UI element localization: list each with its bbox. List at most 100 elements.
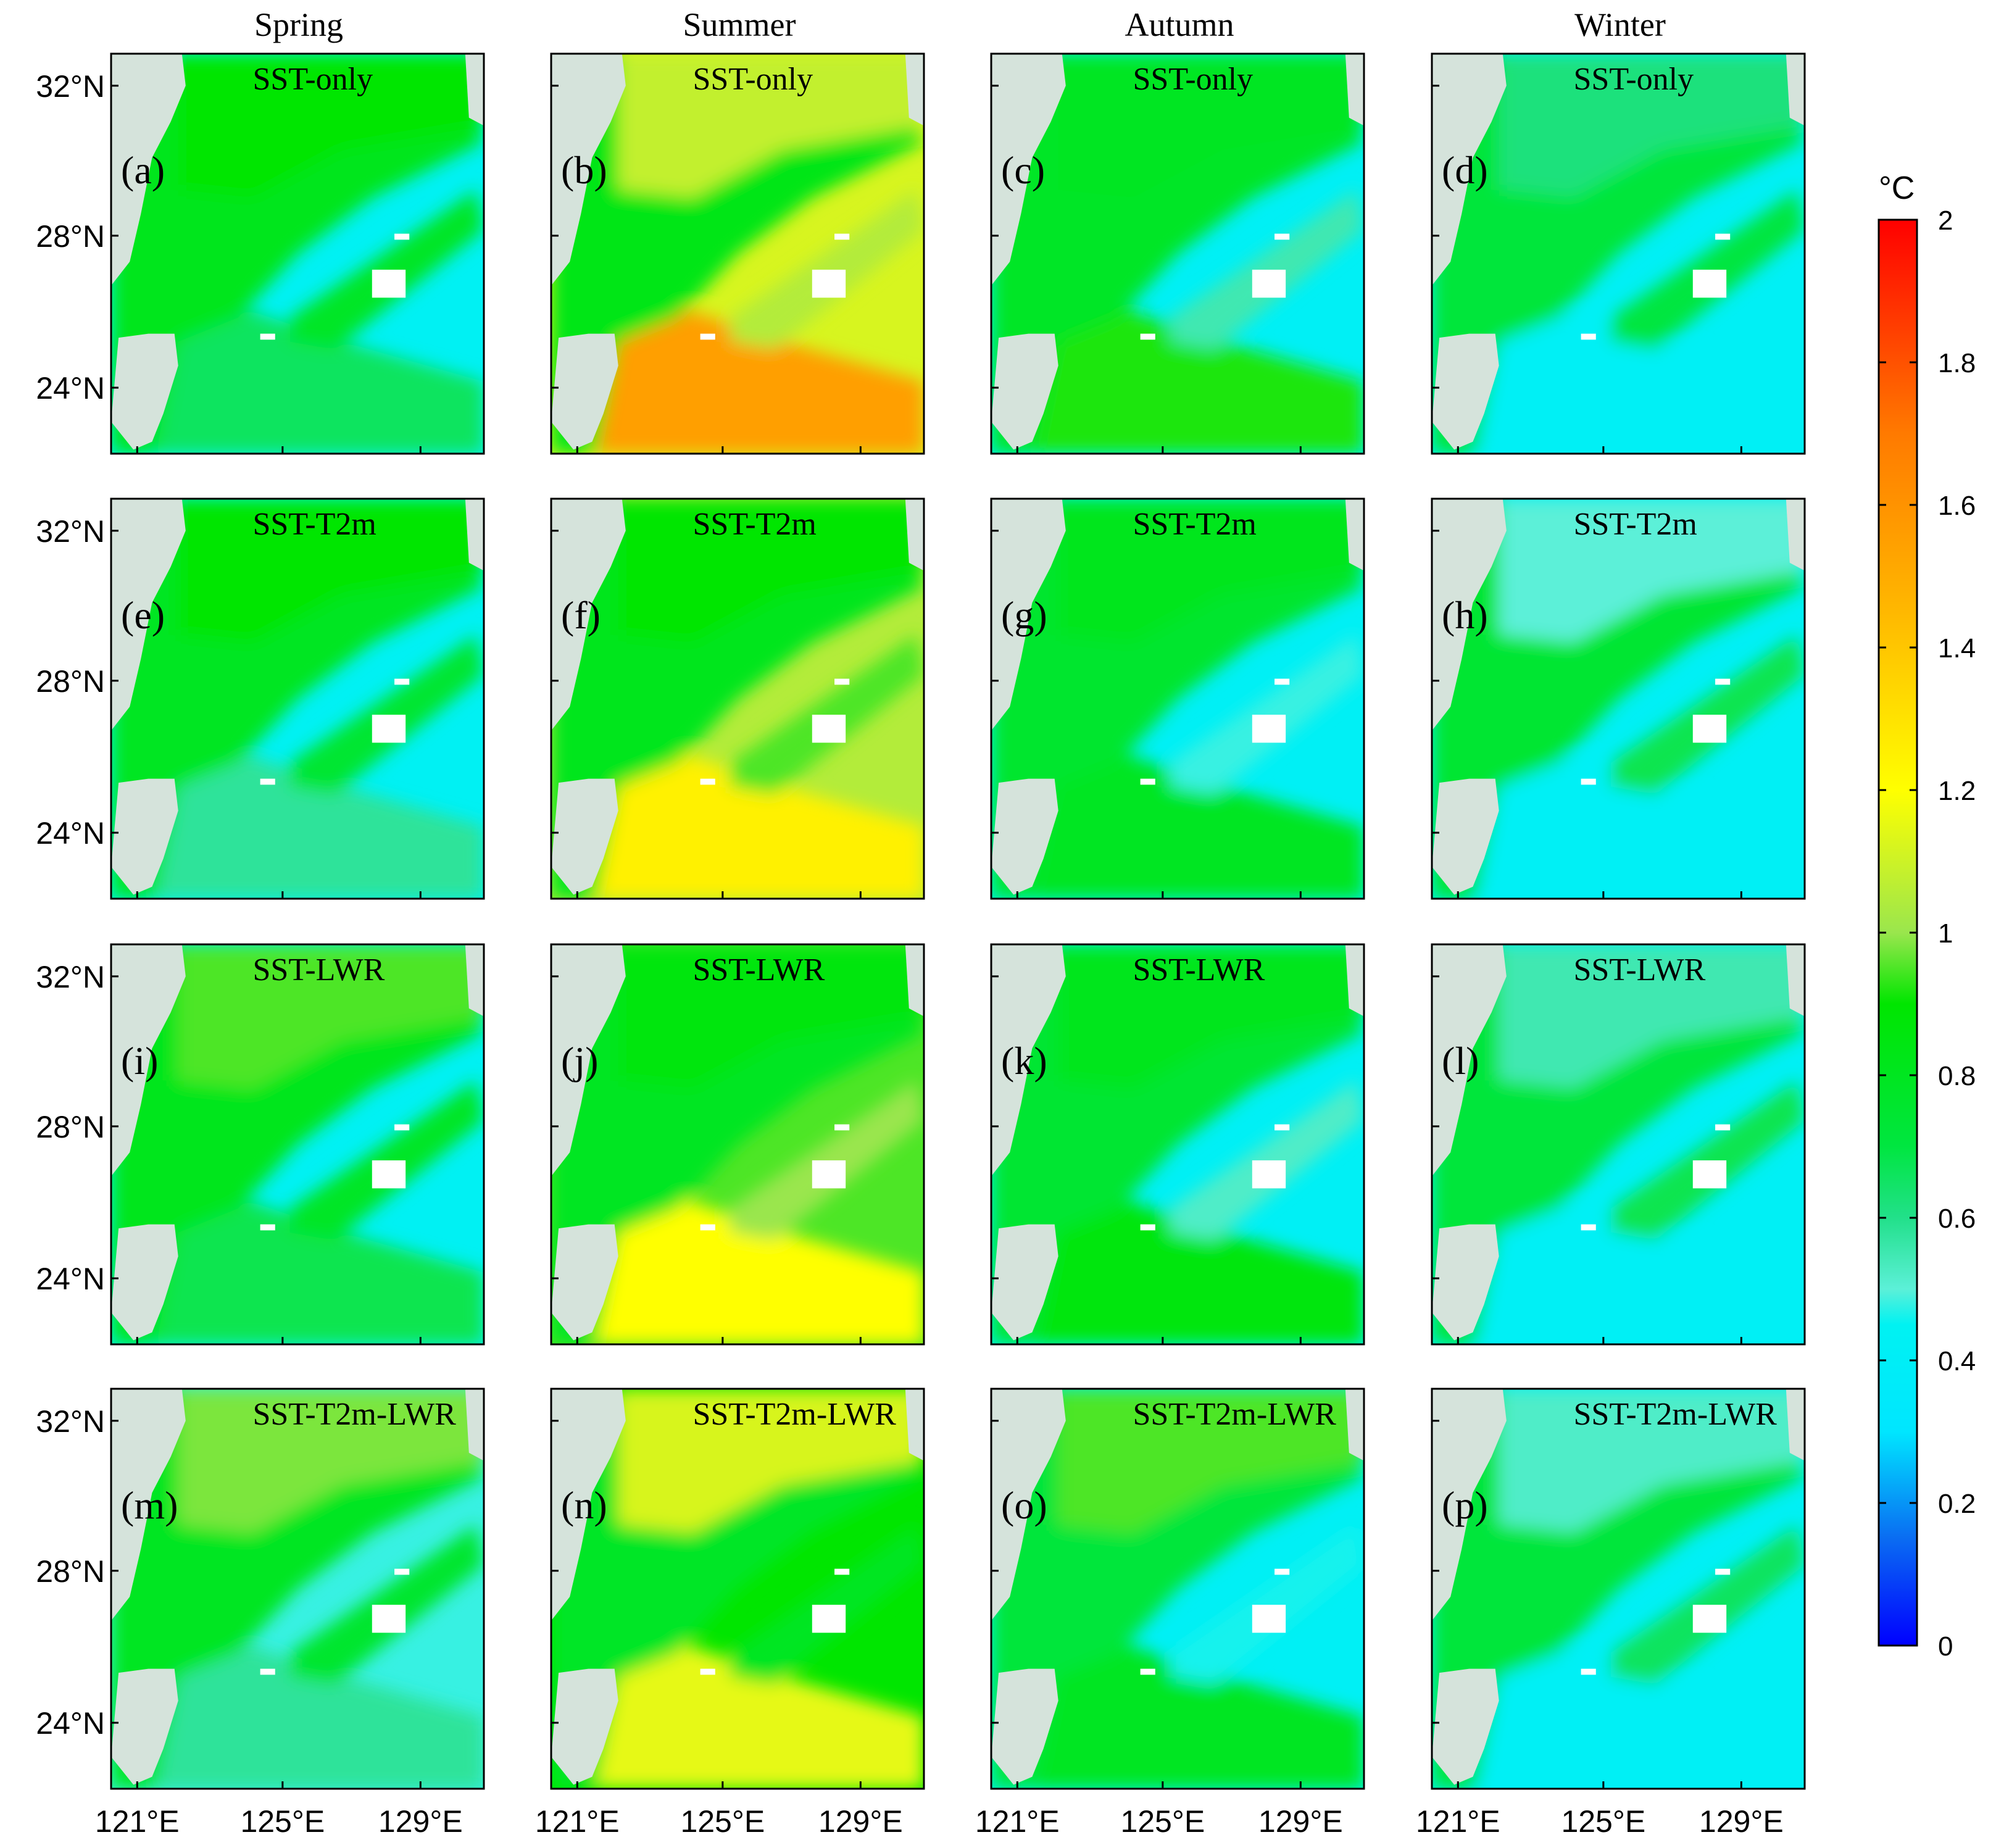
field-regions bbox=[111, 54, 484, 454]
island-gap bbox=[394, 233, 410, 240]
field-regions bbox=[1432, 54, 1805, 454]
panel-letter: (i) bbox=[121, 1039, 158, 1083]
land bbox=[111, 499, 484, 895]
latitude-tick-label: 32°N bbox=[36, 514, 105, 549]
latitude-tick-label: 24°N bbox=[36, 1706, 105, 1741]
field-regions bbox=[111, 944, 484, 1344]
island-gap bbox=[1275, 1568, 1290, 1575]
island-gap bbox=[1140, 333, 1155, 340]
field-north bbox=[178, 54, 484, 198]
island-gap bbox=[372, 1604, 406, 1633]
field-north bbox=[618, 499, 924, 643]
mainland-china bbox=[1432, 499, 1507, 731]
panel-letter: (p) bbox=[1442, 1483, 1488, 1527]
longitude-tick-label: 121°E bbox=[535, 1804, 620, 1839]
taiwan-island bbox=[991, 333, 1058, 450]
island-gap bbox=[700, 333, 715, 340]
field-south bbox=[588, 746, 924, 899]
field-band bbox=[1610, 189, 1805, 350]
field-north bbox=[1499, 944, 1805, 1089]
mainland-china bbox=[1432, 944, 1507, 1176]
panel-letter: (n) bbox=[561, 1483, 607, 1527]
island-gap bbox=[1252, 714, 1286, 743]
map-panel: SST-T2m-LWR (o) bbox=[990, 1388, 1365, 1790]
island-gap bbox=[372, 714, 406, 743]
panel-frame bbox=[1431, 943, 1806, 1346]
colorbar: °C 0 0.2 0.4 0.6 0.8 1 1.2 1.4 1.6 1.8 2 bbox=[1877, 170, 1976, 1662]
experiment-label: SST-T2m bbox=[253, 507, 376, 542]
map-panel: SST-LWR (i) bbox=[110, 943, 485, 1346]
island-gap bbox=[1275, 233, 1290, 240]
field-north bbox=[1058, 1389, 1364, 1533]
panel-letter: (a) bbox=[121, 148, 165, 192]
korea-coast bbox=[465, 1389, 484, 1461]
map-panel: SST-T2m-LWR (n) bbox=[550, 1388, 925, 1790]
island-gap bbox=[1252, 1604, 1286, 1633]
panel-frame bbox=[110, 943, 485, 1346]
land bbox=[1432, 54, 1805, 450]
island-gap bbox=[700, 1224, 715, 1231]
island-gap bbox=[1252, 269, 1286, 298]
island-gap bbox=[1581, 1224, 1596, 1231]
latitude-tick-label: 24°N bbox=[36, 371, 105, 406]
panel-field bbox=[111, 1389, 484, 1789]
field-band bbox=[1170, 189, 1364, 350]
mainland-china bbox=[111, 1389, 186, 1621]
mainland-china bbox=[991, 54, 1066, 286]
map-panel: SST-LWR (l) bbox=[1431, 943, 1806, 1346]
taiwan-island bbox=[551, 333, 618, 450]
latitude-tick-label: 32°N bbox=[36, 69, 105, 104]
taiwan-island bbox=[1432, 778, 1499, 895]
taiwan-island bbox=[991, 1224, 1058, 1341]
colorbar-unit-label: °C bbox=[1879, 170, 1915, 206]
panel-letter: (m) bbox=[121, 1483, 178, 1527]
field-south bbox=[1469, 1636, 1805, 1789]
land bbox=[111, 944, 484, 1341]
island-gap bbox=[834, 678, 850, 685]
panel-field bbox=[991, 1389, 1364, 1789]
experiment-label: SST-only bbox=[693, 62, 813, 97]
taiwan-island bbox=[111, 778, 178, 895]
island-gap bbox=[394, 1124, 410, 1131]
latitude-tick-label: 28°N bbox=[36, 1554, 105, 1589]
field-regions bbox=[991, 944, 1364, 1344]
island-gap bbox=[1252, 1160, 1286, 1189]
field-band bbox=[730, 1525, 924, 1685]
field-regions bbox=[1432, 944, 1805, 1344]
map-panel: SST-LWR (k) bbox=[990, 943, 1365, 1346]
island-gap bbox=[834, 1124, 850, 1131]
field-north bbox=[1058, 54, 1364, 198]
panel-field bbox=[551, 499, 924, 899]
experiment-label: SST-T2m-LWR bbox=[693, 1397, 897, 1432]
korea-coast bbox=[465, 944, 484, 1017]
panel-letter: (b) bbox=[561, 148, 607, 192]
colorbar-tick-label: 0.8 bbox=[1938, 1061, 1976, 1091]
panel-field bbox=[111, 944, 484, 1344]
colorbar-tick-label: 2 bbox=[1938, 206, 1953, 236]
map-panel: SST-only (a) bbox=[110, 52, 485, 455]
island-gap bbox=[834, 1568, 850, 1575]
island-gap bbox=[260, 1224, 275, 1231]
island-gap bbox=[372, 1160, 406, 1189]
island-gap bbox=[1692, 1604, 1727, 1633]
field-north bbox=[178, 499, 484, 643]
field-regions bbox=[991, 1389, 1364, 1789]
map-panel: SST-only (d) bbox=[1431, 52, 1806, 455]
land bbox=[551, 54, 924, 450]
panel-frame bbox=[550, 1388, 925, 1790]
field-regions bbox=[551, 944, 924, 1344]
panel-frame bbox=[550, 943, 925, 1346]
island-gap bbox=[1140, 1668, 1155, 1675]
island-gap bbox=[812, 1604, 846, 1633]
colorbar-tick-label: 0 bbox=[1938, 1631, 1953, 1662]
field-north bbox=[1499, 1389, 1805, 1533]
colorbar-tick-label: 0.6 bbox=[1938, 1204, 1976, 1234]
island-gap bbox=[1581, 778, 1596, 785]
panel-letter: (k) bbox=[1001, 1039, 1047, 1083]
panel-frame bbox=[990, 497, 1365, 900]
land bbox=[551, 1389, 924, 1785]
colorbar-tick-label: 1 bbox=[1938, 918, 1953, 949]
korea-coast bbox=[1345, 499, 1364, 571]
colorbar-tick-label: 1.2 bbox=[1938, 776, 1976, 806]
season-title-summer: Summer bbox=[683, 6, 796, 43]
